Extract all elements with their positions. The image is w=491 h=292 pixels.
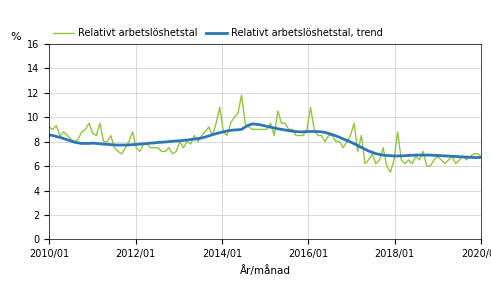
Relativt arbetslöshetstal <box>471 152 477 156</box>
Relativt arbetslöshetstal, trend <box>163 140 168 144</box>
Relativt arbetslöshetstal, trend <box>467 156 473 159</box>
Relativt arbetslöshetstal <box>137 150 143 153</box>
Relativt arbetslöshetstal <box>163 150 168 153</box>
Text: %: % <box>10 32 21 42</box>
Relativt arbetslöshetstal <box>387 171 393 174</box>
Relativt arbetslöshetstal, trend <box>471 156 477 159</box>
Relativt arbetslöshetstal <box>348 134 354 137</box>
Relativt arbetslöshetstal, trend <box>348 140 354 144</box>
Line: Relativt arbetslöshetstal: Relativt arbetslöshetstal <box>49 95 481 172</box>
Relativt arbetslöshetstal, trend <box>289 129 295 133</box>
Relativt arbetslöshetstal, trend <box>46 133 52 137</box>
Line: Relativt arbetslöshetstal, trend: Relativt arbetslöshetstal, trend <box>49 124 481 157</box>
Relativt arbetslöshetstal <box>46 125 52 129</box>
Relativt arbetslöshetstal <box>239 93 245 97</box>
Relativt arbetslöshetstal, trend <box>249 122 255 126</box>
Relativt arbetslöshetstal <box>395 130 401 133</box>
Legend: Relativt arbetslöshetstal, Relativt arbetslöshetstal, trend: Relativt arbetslöshetstal, Relativt arbe… <box>49 24 386 42</box>
Relativt arbetslöshetstal, trend <box>391 154 397 158</box>
Relativt arbetslöshetstal, trend <box>137 142 143 146</box>
Relativt arbetslöshetstal, trend <box>478 156 484 159</box>
X-axis label: År/månad: År/månad <box>240 265 291 276</box>
Relativt arbetslöshetstal <box>478 154 484 158</box>
Relativt arbetslöshetstal <box>289 128 295 131</box>
